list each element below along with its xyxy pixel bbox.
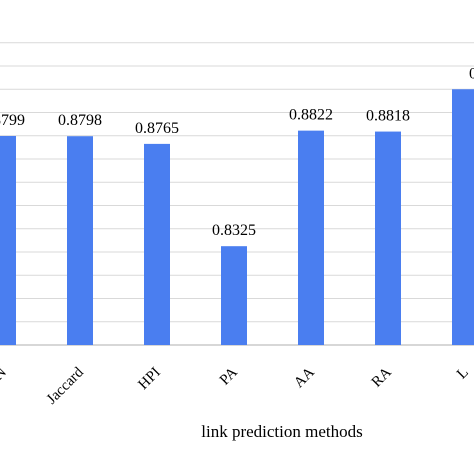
x-axis-label: link prediction methods <box>201 422 362 441</box>
value-label: 0.8822 <box>289 107 333 124</box>
value-label: 0.8765 <box>135 120 179 137</box>
x-tick-label: HPI <box>135 365 163 393</box>
value-label: 0.8325 <box>212 222 256 239</box>
value-labels: 0.8799 0.8798 0.8765 0.8325 0.8822 0.8818 0. <box>0 65 474 239</box>
bars <box>0 89 474 345</box>
bar-ra <box>375 131 401 345</box>
value-label: 0.8799 <box>0 112 25 129</box>
x-tick-label: Jaccard <box>44 364 87 407</box>
x-tick-label: RA <box>369 364 395 390</box>
x-tick-label: PA <box>217 364 241 388</box>
bar-lp <box>452 89 474 345</box>
x-tick-label: AA <box>291 364 318 391</box>
x-tick-label: L <box>454 365 472 383</box>
value-label: 0.8798 <box>58 112 102 129</box>
bar-hpi <box>144 143 170 345</box>
bar-jaccard <box>67 136 93 345</box>
x-tick-labels: N Jaccard HPI PA AA RA L <box>0 364 472 407</box>
x-tick-label: N <box>0 364 10 383</box>
value-label: 0.8818 <box>366 108 410 125</box>
value-label: 0. <box>469 65 474 82</box>
bar-pa <box>221 246 247 345</box>
bar-aa <box>298 130 324 345</box>
bar-cn <box>0 135 16 345</box>
